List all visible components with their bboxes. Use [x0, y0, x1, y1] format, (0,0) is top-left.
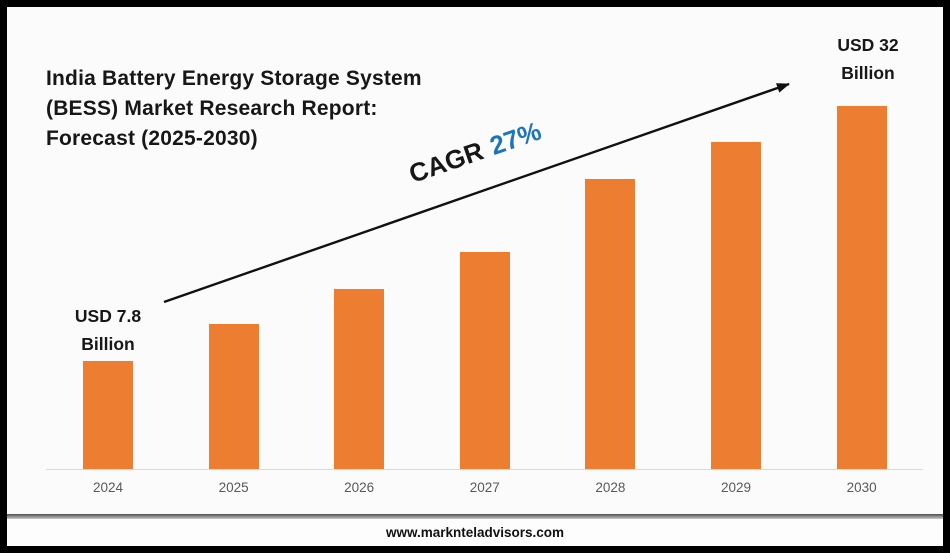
- x-tick-label-2027: 2027: [469, 480, 500, 495]
- chart-title-line-3: Forecast (2025-2030): [46, 127, 258, 150]
- value-label-2024-line-2: Billion: [81, 334, 135, 354]
- chart-title: India Battery Energy Storage System (BES…: [46, 64, 422, 154]
- bar-2029: [711, 142, 761, 469]
- bar-2027: [459, 252, 510, 469]
- chart-title-line-2: (BESS) Market Research Report:: [46, 97, 378, 120]
- value-label-2030: USD 32 Billion: [798, 31, 938, 87]
- x-axis-line: [46, 469, 923, 470]
- footer-separator: [7, 514, 943, 519]
- bar-2026: [334, 289, 385, 469]
- value-label-2024-line-1: USD 7.8: [74, 306, 142, 326]
- value-label-2030-line-2: Billion: [841, 63, 895, 83]
- cagr-value: 27%: [485, 115, 545, 161]
- value-label-2024: USD 7.8 Billion: [38, 302, 178, 358]
- x-tick-label-2025: 2025: [218, 480, 249, 495]
- value-label-2030-line-1: USD 32: [837, 35, 899, 55]
- chart-title-line-1: India Battery Energy Storage System: [46, 67, 422, 90]
- x-tick-label-2026: 2026: [344, 480, 375, 495]
- footer-website: www.marknteladvisors.com: [385, 525, 565, 540]
- x-tick-label-2030: 2030: [846, 480, 877, 495]
- bar-2028: [585, 179, 636, 469]
- footer: www.marknteladvisors.com: [7, 519, 943, 546]
- bar-2030: [836, 106, 887, 469]
- bar-2025: [208, 324, 259, 469]
- x-tick-label-2029: 2029: [720, 480, 752, 495]
- bar-2024: [83, 361, 133, 469]
- chart-canvas: India Battery Energy Storage System (BES…: [7, 7, 943, 546]
- x-tick-label-2024: 2024: [92, 480, 124, 495]
- x-tick-label-2028: 2028: [595, 480, 626, 495]
